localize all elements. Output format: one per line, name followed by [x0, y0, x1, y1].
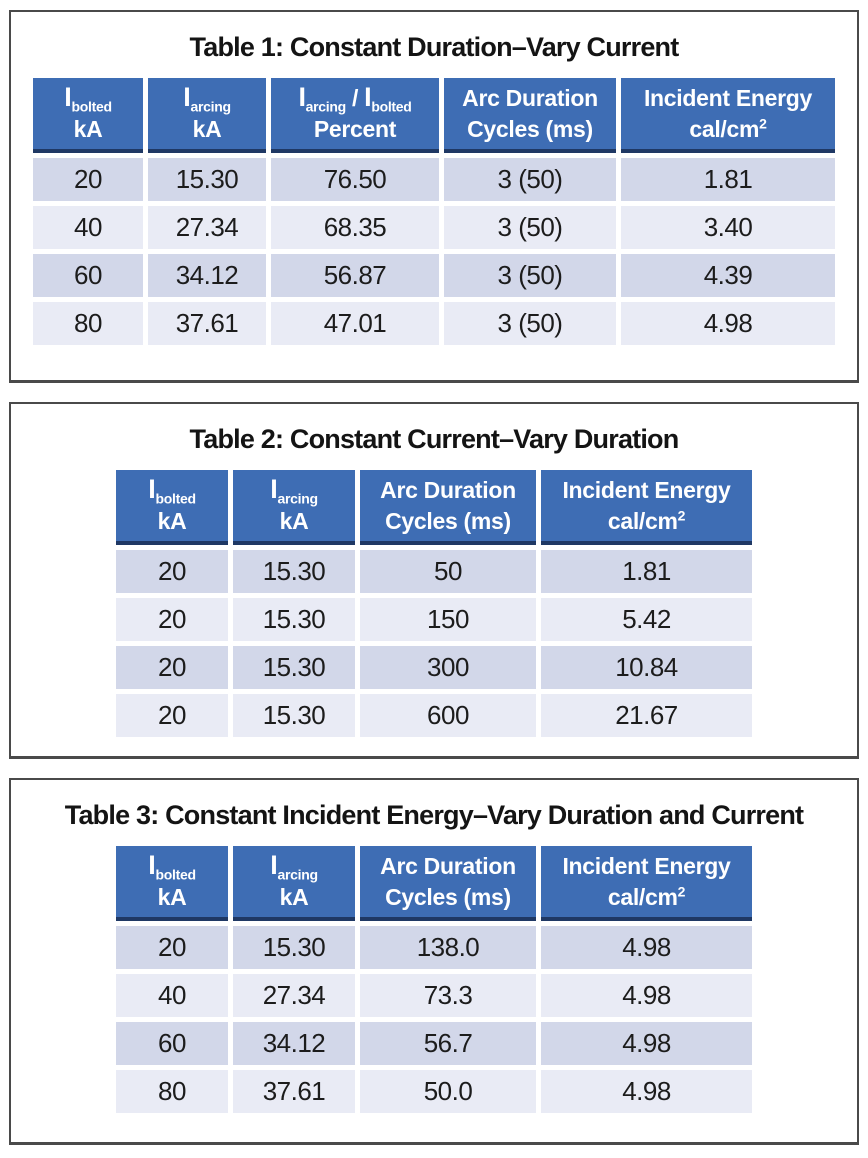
column-header: Iarcing kA	[148, 78, 266, 153]
column-header: Incident Energy cal/cm2	[541, 470, 752, 545]
table-cell: 20	[116, 550, 228, 593]
column-header: Iarcing kA	[233, 470, 355, 545]
column-header: Ibolted kA	[116, 470, 228, 545]
table-cell: 27.34	[233, 974, 355, 1017]
table-2: Ibolted kA Iarcing kA Arc Duration Cycles (ms…	[111, 465, 757, 742]
table-cell: 300	[360, 646, 536, 689]
table-cell: 80	[116, 1070, 228, 1113]
table-cell: 600	[360, 694, 536, 737]
table-cell: 47.01	[271, 302, 439, 345]
table-row: 20 15.30 150 5.42	[116, 598, 752, 641]
table-row: 60 34.12 56.7 4.98	[116, 1022, 752, 1065]
table-cell: 37.61	[148, 302, 266, 345]
table-cell: 40	[116, 974, 228, 1017]
table-cell: 60	[116, 1022, 228, 1065]
table-cell: 80	[33, 302, 143, 345]
column-header: Incident Energy cal/cm2	[541, 846, 752, 921]
table-header-row: Ibolted kA Iarcing kA Arc Duration Cycles (ms…	[116, 470, 752, 545]
table-row: 40 27.34 68.35 3 (50) 3.40	[33, 206, 835, 249]
table-cell: 4.98	[541, 1022, 752, 1065]
table-cell: 3 (50)	[444, 254, 616, 297]
table-header-row: Ibolted kA Iarcing kA Iarcing / Ibolted Perce…	[33, 78, 835, 153]
table-cell: 37.61	[233, 1070, 355, 1113]
table-cell: 10.84	[541, 646, 752, 689]
panel-table-1: Table 1: Constant Duration–Vary Current …	[9, 10, 859, 383]
table-cell: 60	[33, 254, 143, 297]
table-cell: 27.34	[148, 206, 266, 249]
table-cell: 4.98	[621, 302, 835, 345]
table-row: 20 15.30 300 10.84	[116, 646, 752, 689]
table-header-row: Ibolted kA Iarcing kA Arc Duration Cycles (ms…	[116, 846, 752, 921]
table-cell: 56.7	[360, 1022, 536, 1065]
table-cell: 20	[116, 926, 228, 969]
column-header: Incident Energy cal/cm2	[621, 78, 835, 153]
table-cell: 73.3	[360, 974, 536, 1017]
table-cell: 15.30	[233, 694, 355, 737]
panel-table-3: Table 3: Constant Incident Energy–Vary D…	[9, 778, 859, 1145]
table-cell: 20	[33, 158, 143, 201]
table-cell: 20	[116, 598, 228, 641]
table-cell: 5.42	[541, 598, 752, 641]
table-cell: 3 (50)	[444, 158, 616, 201]
table-cell: 20	[116, 694, 228, 737]
table-cell: 3 (50)	[444, 206, 616, 249]
table-cell: 4.98	[541, 926, 752, 969]
panel-table-2: Table 2: Constant Current–Vary Duration …	[9, 402, 859, 759]
table-cell: 4.39	[621, 254, 835, 297]
table-cell: 50	[360, 550, 536, 593]
table-cell: 34.12	[148, 254, 266, 297]
table-row: 20 15.30 600 21.67	[116, 694, 752, 737]
table-3-title: Table 3: Constant Incident Energy–Vary D…	[64, 800, 804, 830]
table-cell: 50.0	[360, 1070, 536, 1113]
column-header: Iarcing / Ibolted Percent	[271, 78, 439, 153]
table-cell: 21.67	[541, 694, 752, 737]
column-header: Arc Duration Cycles (ms)	[360, 846, 536, 921]
table-cell: 1.81	[621, 158, 835, 201]
table-cell: 4.98	[541, 1070, 752, 1113]
table-cell: 3.40	[621, 206, 835, 249]
table-1-title: Table 1: Constant Duration–Vary Current	[189, 32, 680, 62]
table-cell: 40	[33, 206, 143, 249]
table-cell: 20	[116, 646, 228, 689]
table-row: 20 15.30 50 1.81	[116, 550, 752, 593]
table-cell: 4.98	[541, 974, 752, 1017]
table-row: 20 15.30 138.0 4.98	[116, 926, 752, 969]
table-row: 20 15.30 76.50 3 (50) 1.81	[33, 158, 835, 201]
column-header: Arc Duration Cycles (ms)	[360, 470, 536, 545]
table-3: Ibolted kA Iarcing kA Arc Duration Cycles (ms…	[111, 841, 757, 1118]
table-1: Ibolted kA Iarcing kA Iarcing / Ibolted Perce…	[28, 73, 840, 350]
table-row: 60 34.12 56.87 3 (50) 4.39	[33, 254, 835, 297]
table-cell: 3 (50)	[444, 302, 616, 345]
table-cell: 15.30	[233, 646, 355, 689]
table-cell: 34.12	[233, 1022, 355, 1065]
column-header: Ibolted kA	[33, 78, 143, 153]
table-cell: 150	[360, 598, 536, 641]
table-row: 40 27.34 73.3 4.98	[116, 974, 752, 1017]
table-cell: 15.30	[233, 598, 355, 641]
table-row: 80 37.61 47.01 3 (50) 4.98	[33, 302, 835, 345]
table-cell: 15.30	[233, 550, 355, 593]
column-header: Arc Duration Cycles (ms)	[444, 78, 616, 153]
table-cell: 15.30	[148, 158, 266, 201]
column-header: Ibolted kA	[116, 846, 228, 921]
table-cell: 138.0	[360, 926, 536, 969]
table-row: 80 37.61 50.0 4.98	[116, 1070, 752, 1113]
table-cell: 68.35	[271, 206, 439, 249]
table-cell: 76.50	[271, 158, 439, 201]
table-cell: 56.87	[271, 254, 439, 297]
table-cell: 15.30	[233, 926, 355, 969]
table-2-title: Table 2: Constant Current–Vary Duration	[189, 424, 680, 454]
table-cell: 1.81	[541, 550, 752, 593]
column-header: Iarcing kA	[233, 846, 355, 921]
